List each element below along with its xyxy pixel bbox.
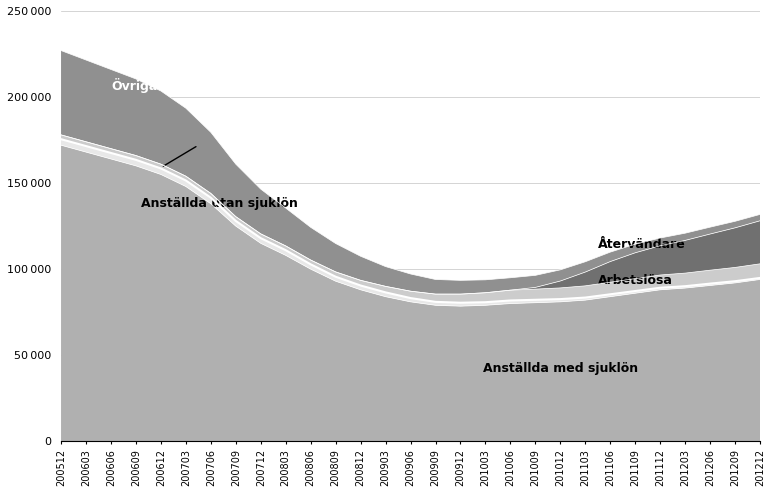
Text: Återvändare: Återvändare xyxy=(598,239,686,251)
Text: Anställda med sjuklön: Anställda med sjuklön xyxy=(482,362,638,376)
Text: Arbetslösa: Arbetslösa xyxy=(598,274,672,287)
Text: Övriga: Övriga xyxy=(111,78,157,93)
Text: Anställda utan sjuklön: Anställda utan sjuklön xyxy=(141,197,298,210)
